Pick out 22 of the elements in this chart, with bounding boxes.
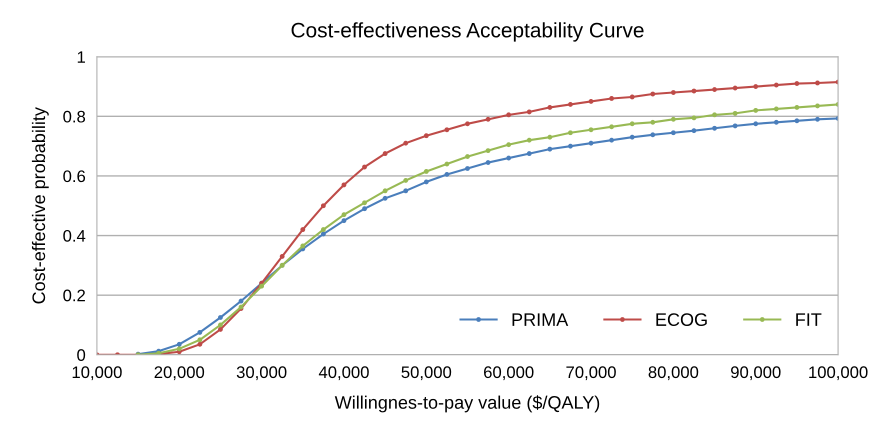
chart-title: Cost-effectiveness Acceptability Curve — [292, 22, 644, 42]
y-tick-label: 0.4 — [63, 230, 86, 242]
y-axis-title: Cost-effective probability — [32, 107, 49, 304]
x-tick-label: 80,000 — [648, 366, 698, 380]
x-axis-title: Willingnes-to-pay value ($/QALY) — [334, 395, 600, 412]
x-tick-label: 30,000 — [236, 366, 286, 380]
y-tick-label: 0 — [77, 349, 86, 361]
x-tick-label: 20,000 — [154, 366, 204, 380]
x-tick-label: 90,000 — [731, 366, 781, 380]
y-tick-label: 1 — [78, 51, 85, 63]
x-tick-label: 60,000 — [484, 366, 534, 380]
x-tick-label: 40,000 — [318, 366, 369, 380]
y-tick-label: 0.8 — [63, 110, 86, 123]
x-tick-label: 100,000 — [809, 366, 868, 380]
y-tick-label: 0.6 — [63, 170, 86, 182]
legend-label: FIT — [796, 313, 822, 326]
legend-label: ECOG — [656, 313, 707, 326]
x-tick-label: 50,000 — [401, 366, 452, 380]
legend-label: PRIMA — [512, 313, 568, 326]
x-tick-label: 70,000 — [566, 366, 616, 380]
y-tick-label: 0.2 — [63, 290, 85, 302]
x-tick-label: 10,000 — [72, 366, 122, 380]
